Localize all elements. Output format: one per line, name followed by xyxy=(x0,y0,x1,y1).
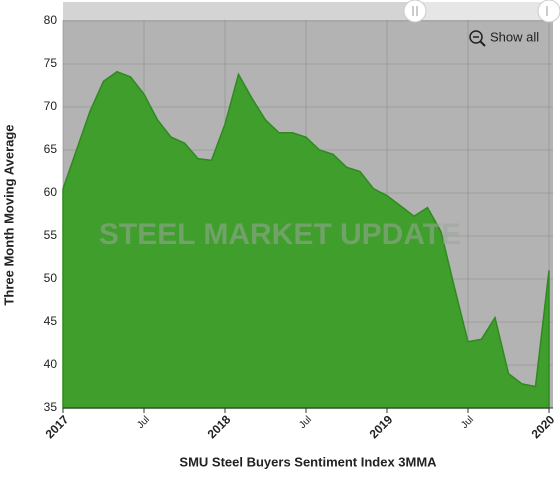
button-label[interactable]: Show all xyxy=(490,29,539,44)
y-tick-label: 60 xyxy=(44,185,58,199)
x-tick-label: 2018 xyxy=(205,412,234,441)
x-tick-label: Jul xyxy=(297,414,314,431)
x-tick-label: Jul xyxy=(459,414,476,431)
y-tick-label: 50 xyxy=(44,271,58,285)
x-tick-label: 2017 xyxy=(43,412,72,441)
y-tick-label: 40 xyxy=(44,357,58,371)
navigator-handle[interactable] xyxy=(537,0,560,23)
y-tick-label: 70 xyxy=(44,99,58,113)
x-axis-title: SMU Steel Buyers Sentiment Index 3MMA xyxy=(179,454,437,469)
y-tick-label: 35 xyxy=(44,400,58,414)
zoom-icon xyxy=(479,40,486,47)
show-all-button[interactable]: Show all xyxy=(469,29,539,47)
x-tick-label: 2019 xyxy=(367,412,396,441)
marks xyxy=(62,70,550,409)
y-tick-label: 55 xyxy=(44,228,58,242)
x-tick-label: Jul xyxy=(135,414,152,431)
area xyxy=(62,70,550,409)
y-axis-title: Three Month Moving Average xyxy=(1,124,16,305)
zoom-icon xyxy=(469,30,483,44)
navigator-mask xyxy=(63,2,415,20)
watermark: STEEL MARKET UPDATE xyxy=(99,218,461,251)
y-tick-label: 65 xyxy=(44,142,58,156)
navigator-handle[interactable] xyxy=(403,0,427,23)
y-tick-label: 80 xyxy=(44,13,58,27)
x-tick-label: 2020 xyxy=(529,412,558,441)
y-tick-label: 75 xyxy=(44,56,58,70)
y-tick-label: 45 xyxy=(44,314,58,328)
